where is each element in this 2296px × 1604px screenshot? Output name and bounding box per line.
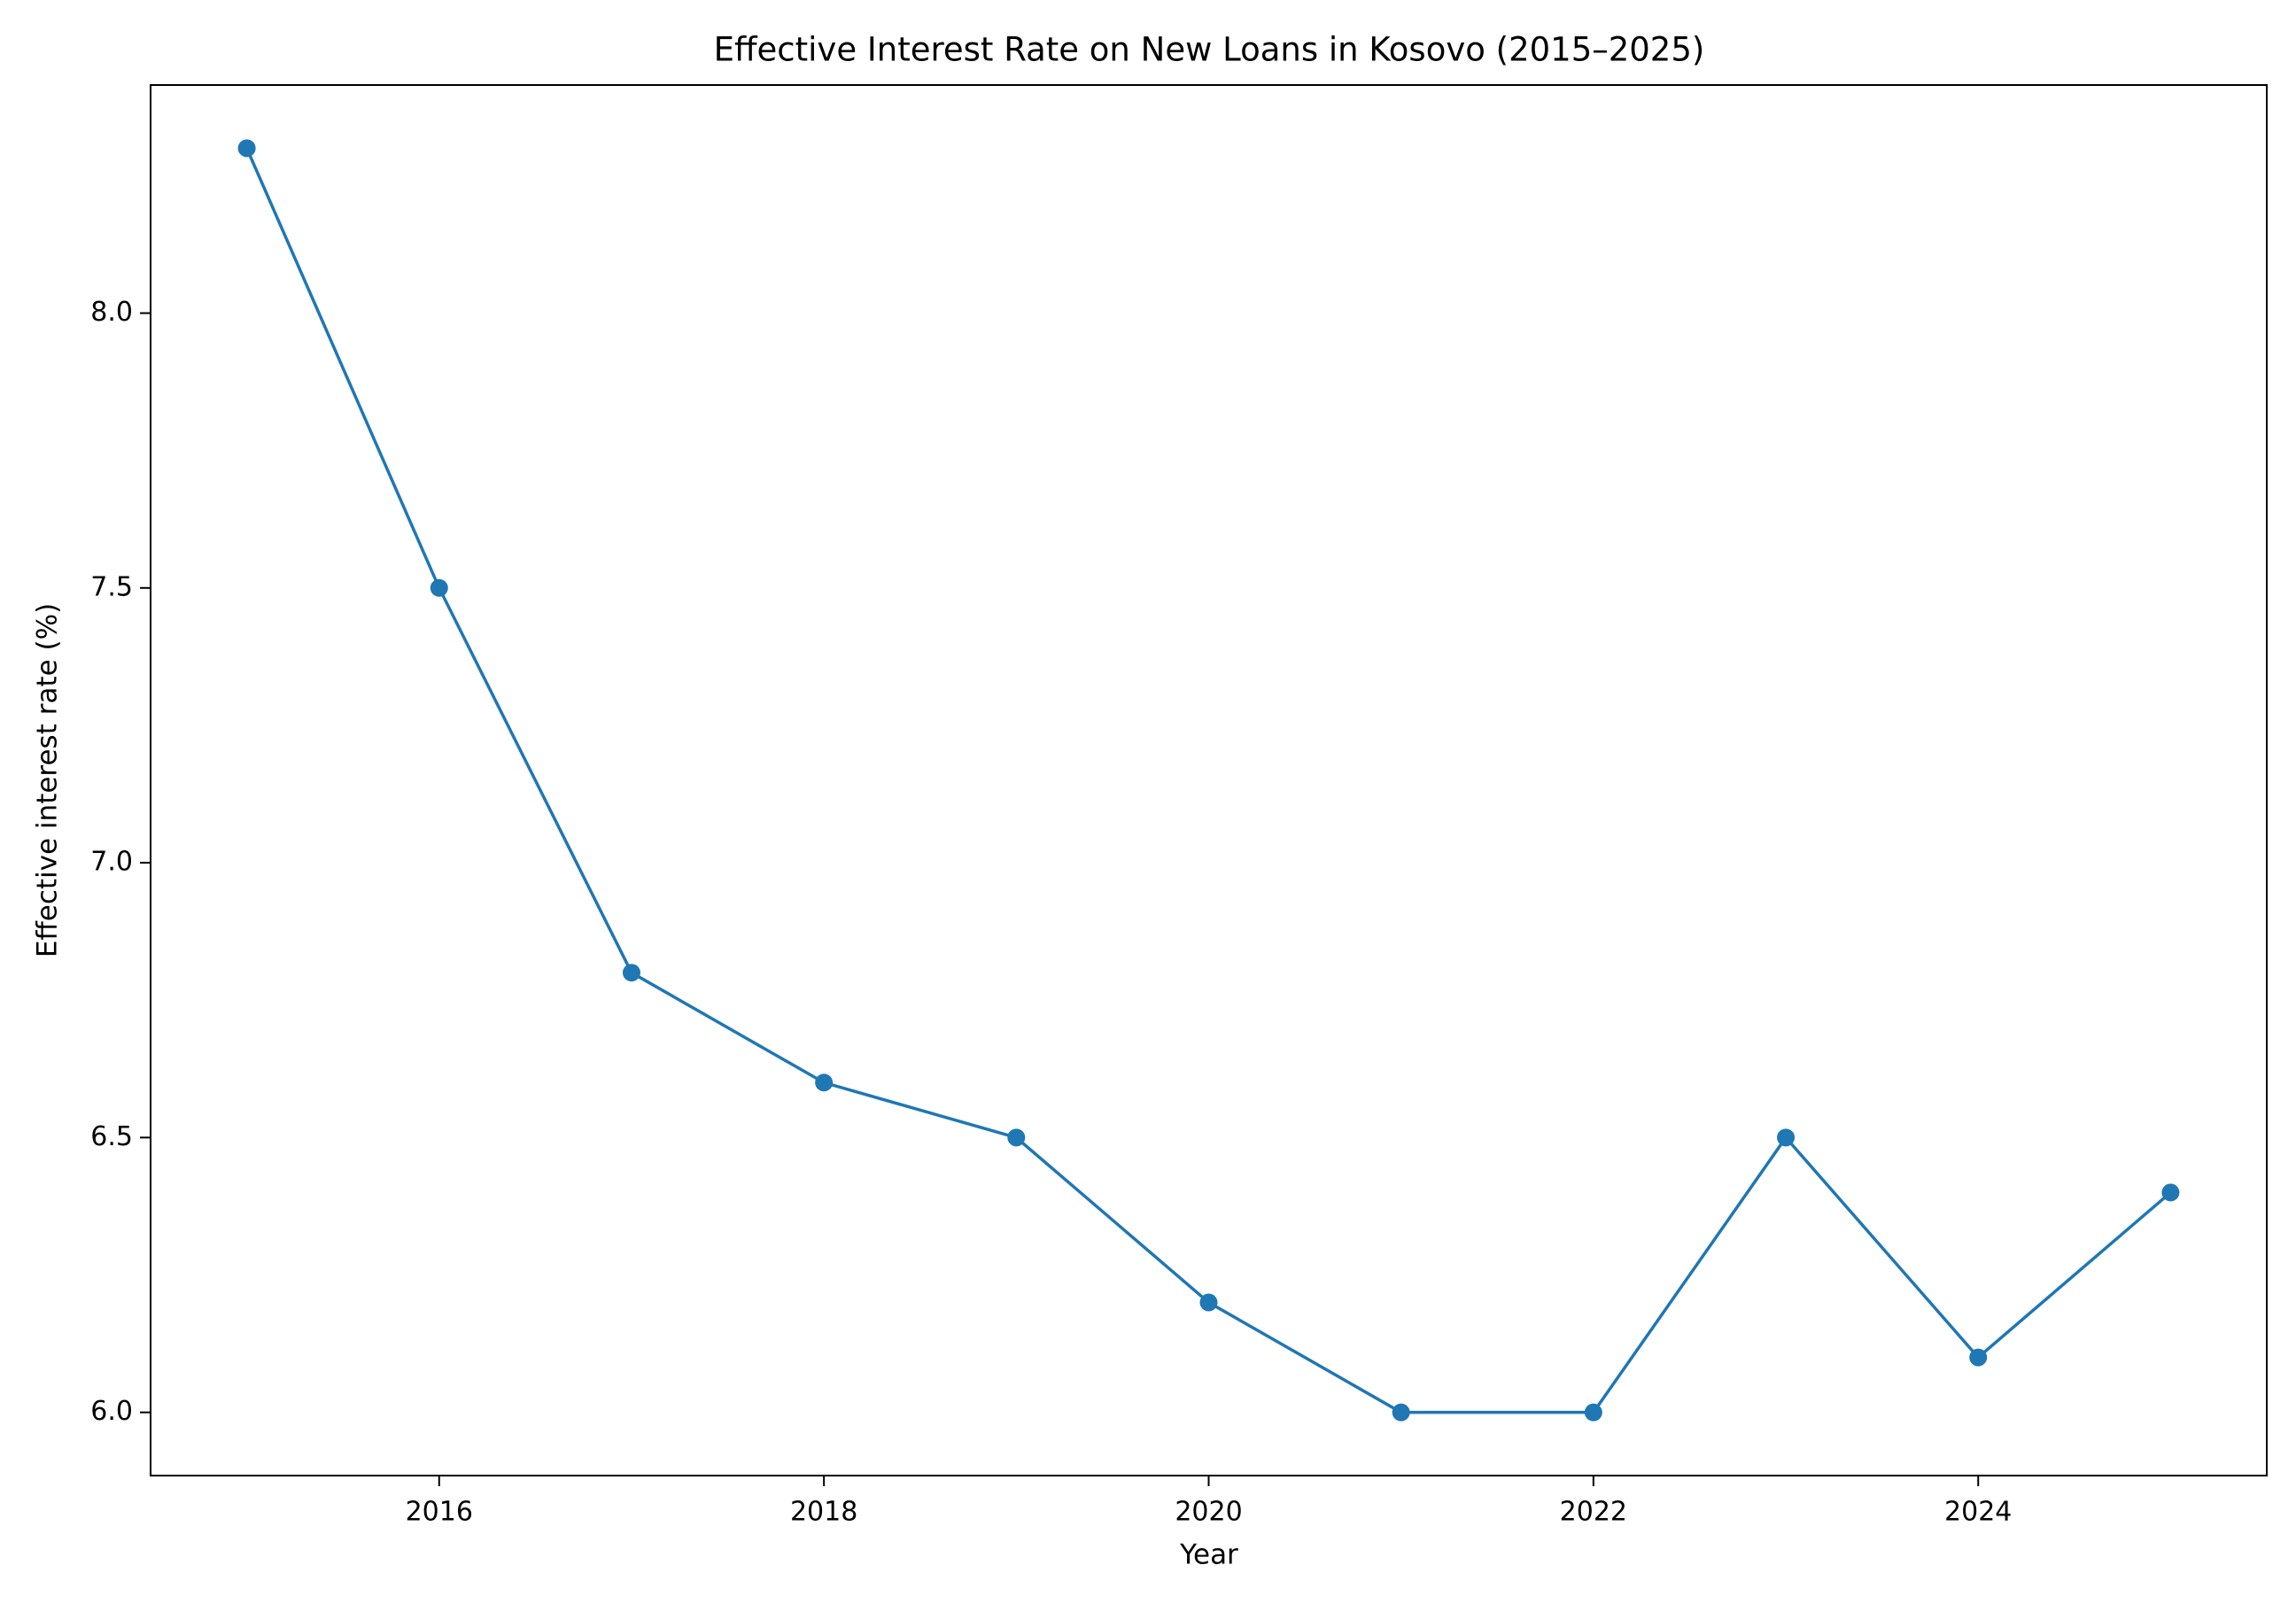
y-tick-label: 6.0 — [90, 1396, 133, 1427]
marker — [1969, 1348, 1988, 1367]
marker — [622, 964, 640, 982]
marker — [1199, 1293, 1218, 1312]
x-axis-label: Year — [1179, 1539, 1238, 1571]
y-tick-label: 7.0 — [90, 847, 133, 878]
marker — [237, 139, 256, 158]
marker — [1392, 1403, 1410, 1422]
plot-frame — [150, 84, 2268, 1476]
x-tick-label: 2024 — [1944, 1497, 2012, 1528]
marker — [815, 1073, 834, 1092]
x-tick-label: 2020 — [1175, 1497, 1242, 1528]
line — [244, 147, 2172, 1414]
y-tick-label: 7.5 — [90, 571, 133, 602]
x-tick-label: 2018 — [790, 1497, 857, 1528]
marker — [2161, 1183, 2180, 1202]
y-axis-label: Effective interest rate (%) — [32, 603, 64, 957]
marker — [430, 578, 448, 597]
chart-title: Effective Interest Rate on New Loans in … — [714, 31, 1705, 69]
x-tick-label: 2016 — [406, 1497, 473, 1528]
x-tick-label: 2022 — [1560, 1497, 1627, 1528]
y-tick-label: 6.5 — [90, 1121, 133, 1152]
marker — [1007, 1128, 1026, 1147]
y-tick-label: 8.0 — [90, 297, 133, 328]
marker — [1584, 1403, 1602, 1422]
marker — [1777, 1128, 1796, 1147]
